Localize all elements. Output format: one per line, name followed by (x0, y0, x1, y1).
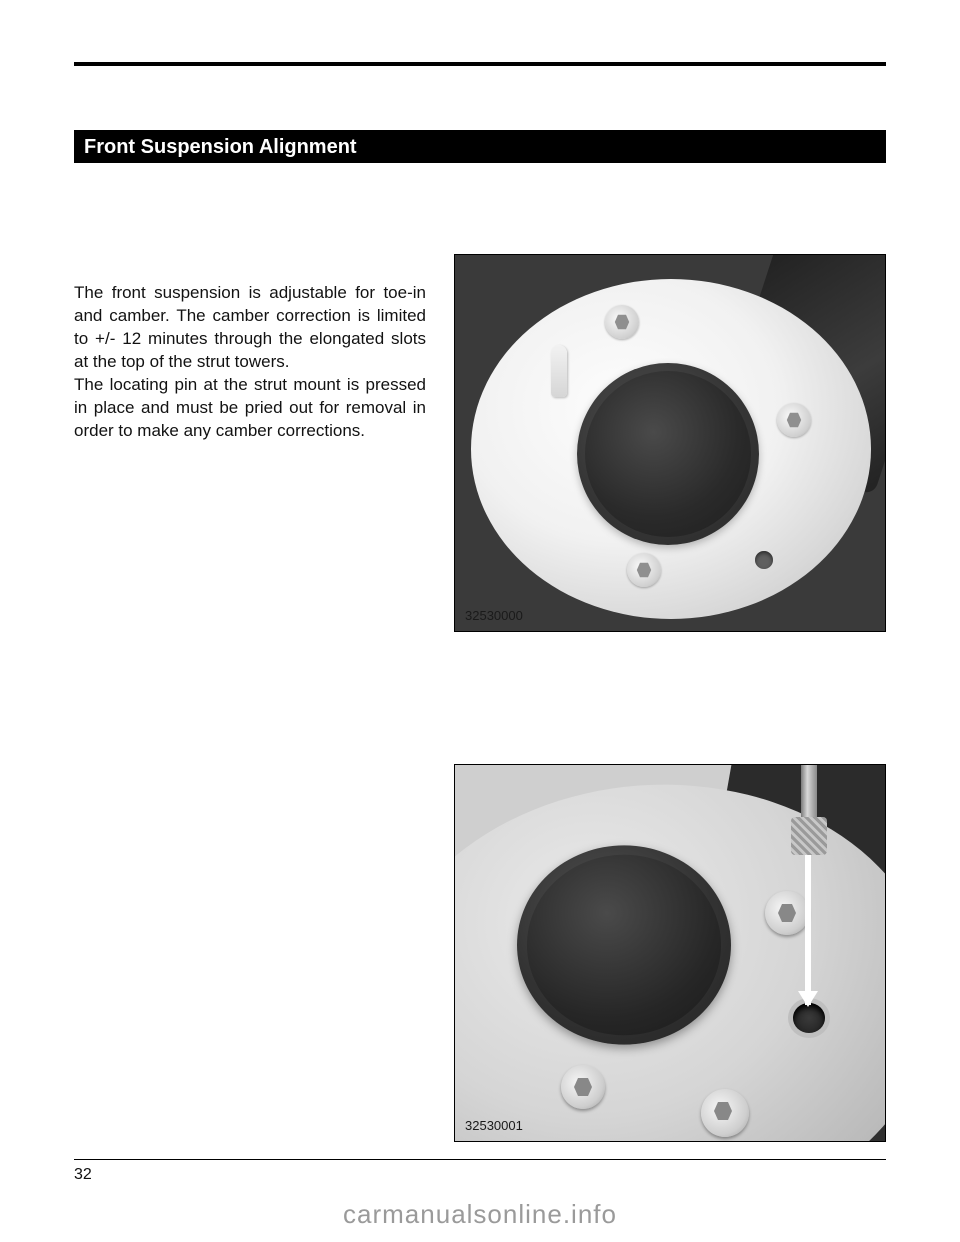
section-title: Front Suspension Alignment (84, 136, 876, 159)
fig2-nut (561, 1065, 605, 1109)
bottom-rule (74, 1159, 886, 1161)
fig1-hole (755, 551, 773, 569)
fig1-nut (627, 553, 661, 587)
fig2-nut (701, 1089, 749, 1137)
fig2-tool-shaft (801, 764, 817, 825)
fig2-nut (765, 891, 809, 935)
figure-caption: 32530001 (465, 1118, 523, 1133)
fig2-tool (787, 764, 831, 865)
figure-caption: 32530000 (465, 608, 523, 623)
body-text-block: The front suspension is adjustable for t… (74, 282, 426, 443)
fig1-nut (777, 403, 811, 437)
paragraph-2: The locating pin at the strut mount is p… (74, 374, 426, 443)
paragraph-1: The front suspension is adjustable for t… (74, 282, 426, 374)
watermark: carmanualsonline.info (0, 1199, 960, 1230)
figure-strut-tower-pin-removal: 32530001 (454, 764, 886, 1142)
page-number: 32 (74, 1166, 92, 1184)
fig2-pin-hole (793, 1003, 825, 1033)
fig1-nut (605, 305, 639, 339)
top-rule (74, 62, 886, 66)
section-header: Front Suspension Alignment (74, 130, 886, 163)
fig1-locating-pin (551, 345, 567, 397)
fig1-rubber-cap (577, 363, 759, 545)
fig2-arrow-indicator (805, 855, 811, 1005)
fig2-tool-knurl (791, 817, 827, 855)
figure-strut-tower-top: 32530000 (454, 254, 886, 632)
fig2-rubber-cap (517, 845, 731, 1044)
